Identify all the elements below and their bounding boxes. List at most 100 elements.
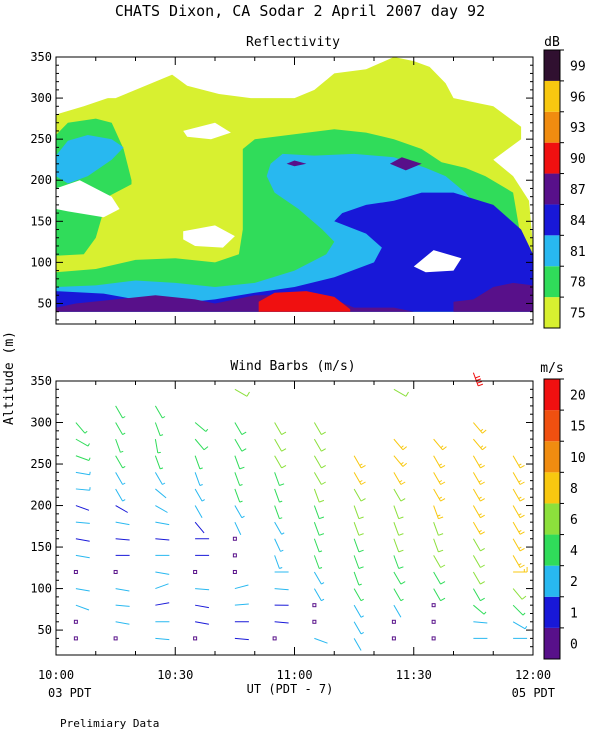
wind-barb	[115, 521, 130, 526]
wind-barb	[433, 588, 446, 602]
wind-barb	[391, 636, 396, 641]
wind-barb	[234, 505, 245, 519]
wind-barb	[353, 555, 364, 569]
wind-barb	[393, 604, 402, 618]
wind-barb	[234, 521, 242, 536]
figure-title: CHATS Dixon, CA Sodar 2 April 2007 day 9…	[115, 2, 485, 20]
x-tick-label: 11:00	[276, 668, 312, 682]
wind-barb	[353, 472, 366, 485]
wind-barb	[75, 588, 90, 592]
wind-barb	[73, 619, 78, 624]
wind-barb	[194, 455, 203, 470]
wind-barb	[154, 422, 164, 437]
wind-barb	[234, 472, 243, 486]
wind-barb	[313, 438, 326, 452]
colorbar-label: 0	[570, 637, 578, 652]
wind-barb	[115, 422, 126, 436]
no-data-region	[187, 57, 343, 85]
wind-barb	[313, 538, 323, 553]
contour-87db	[286, 160, 307, 167]
wind-barb	[313, 455, 326, 469]
wind-barb	[314, 637, 328, 644]
wind-speed-colorbar: m/s 0 1 2 4 6 8 10 15 20	[540, 361, 586, 660]
x-tick-label: 10:30	[157, 668, 193, 682]
wind-barb	[393, 555, 404, 569]
wind-barb	[115, 438, 124, 453]
wind-barb	[75, 505, 90, 511]
colorbar-swatch	[544, 204, 560, 236]
y-tick-label: 250	[30, 132, 52, 146]
y-tick-label: 200	[30, 173, 52, 187]
wind-barb	[234, 603, 249, 606]
wind-barb	[513, 567, 528, 573]
wind-barb	[274, 438, 287, 452]
wind-barb	[472, 538, 485, 552]
colorbar-frame	[543, 378, 561, 660]
wind-barb	[274, 538, 284, 552]
wind-barb	[512, 488, 525, 502]
y-tick-label: 350	[30, 50, 52, 64]
wind-barb	[155, 505, 168, 513]
contour-87db	[389, 157, 422, 171]
wind-barb	[472, 472, 485, 485]
wind-barb	[155, 521, 170, 526]
wind-barb	[232, 569, 237, 574]
wind-barb	[154, 472, 166, 485]
y-tick-label: 300	[30, 91, 52, 105]
preliminary-note: Prelimiary Data	[60, 717, 159, 730]
colorbar-swatch	[544, 441, 560, 473]
colorbar-label: 75	[570, 307, 586, 322]
wind-barb	[194, 422, 209, 432]
colorbar-label: 6	[570, 513, 578, 528]
wind-barb	[512, 538, 525, 552]
wind-barbs-axes: 50 100 150 200 250 300 350	[30, 374, 534, 656]
reflectivity-axes: 50 100 150 200 250 300 350	[30, 50, 534, 325]
wind-barb	[313, 588, 325, 602]
wind-barb	[353, 638, 362, 651]
no-data-region	[469, 57, 533, 99]
wind-barb	[115, 488, 126, 502]
wind-barb	[353, 588, 364, 602]
wind-barb	[155, 488, 167, 499]
wind-barb	[155, 571, 170, 575]
wind-barb	[313, 571, 325, 585]
time-tick-labels: 10:00 10:30 11:00 11:30 12:00	[38, 668, 551, 682]
wind-barb	[274, 455, 287, 469]
x-tick-label: 10:00	[38, 668, 74, 682]
wind-barb	[472, 571, 485, 585]
y-tick-label: 100	[30, 255, 52, 269]
wind-barb	[155, 637, 170, 641]
wind-barb	[512, 555, 525, 568]
wind-barb	[433, 472, 446, 485]
colorbar-swatch	[544, 596, 560, 628]
wind-barb	[193, 569, 198, 574]
wind-barb	[194, 521, 205, 534]
colorbar-swatch	[544, 50, 560, 81]
wind-barb	[194, 472, 203, 486]
contour-87db	[453, 282, 533, 312]
wind-barb	[313, 505, 325, 520]
wind-barb	[353, 505, 364, 520]
wind-barb	[115, 405, 126, 419]
plot-frame	[55, 380, 534, 656]
wind-barb	[274, 555, 283, 569]
wind-barb	[234, 488, 243, 503]
wind-barb	[154, 455, 164, 470]
reflectivity-panel: Reflectivity 50 100 150 200 250 300 350 dB 75 7…	[30, 35, 586, 329]
wind-barb	[353, 521, 364, 536]
reflectivity-colorbar-unit: dB	[544, 35, 560, 50]
colorbar-swatch	[544, 297, 560, 328]
colorbar-swatch	[544, 534, 560, 566]
x-axis-label: UT (PDT - 7)	[247, 682, 334, 696]
colorbar-label: 93	[570, 121, 586, 136]
wind-barb	[234, 637, 249, 641]
wind-barbs-title: Wind Barbs (m/s)	[230, 359, 355, 374]
colorbar-swatch	[544, 111, 560, 143]
colorbar-swatch	[544, 266, 560, 298]
wind-barb	[433, 455, 446, 469]
wind-barb	[115, 588, 130, 592]
colorbar-label: 10	[570, 451, 586, 466]
wind-barb	[353, 571, 362, 586]
wind-barb	[472, 555, 485, 568]
colorbar-label: 99	[570, 59, 586, 74]
